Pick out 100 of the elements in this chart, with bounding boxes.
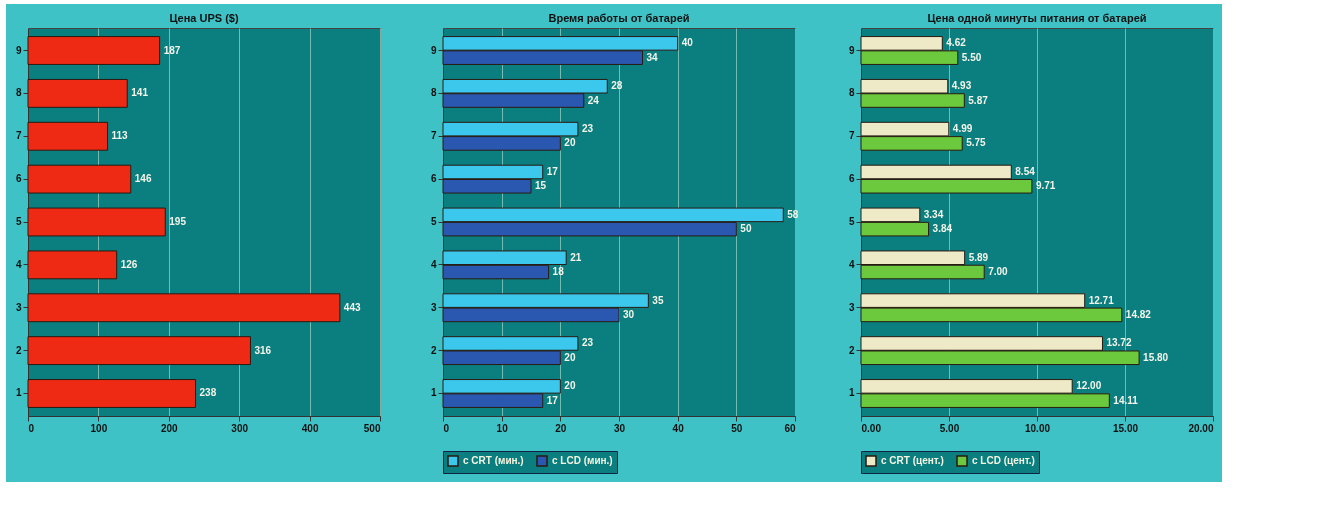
y-tick-label: 8 xyxy=(848,87,855,99)
chart-title: Цена UPS ($) xyxy=(169,12,239,24)
data-label: 9.71 xyxy=(1035,180,1056,192)
x-tick-label: 0.00 xyxy=(861,422,882,434)
y-tick-label: 3 xyxy=(430,301,437,313)
data-label: 126 xyxy=(120,258,138,270)
data-label: 34 xyxy=(646,51,659,63)
data-label: 18 xyxy=(552,266,565,278)
y-tick-label: 4 xyxy=(15,258,22,270)
x-tick-label: 50 xyxy=(731,422,743,434)
x-tick-label: 0 xyxy=(28,422,35,434)
bar xyxy=(27,207,166,237)
data-label: 14.82 xyxy=(1125,308,1152,320)
data-label: 141 xyxy=(131,87,149,99)
data-label: 50 xyxy=(740,223,752,235)
x-tick-label: 200 xyxy=(160,422,179,434)
data-label: 5.89 xyxy=(968,251,989,263)
data-label: 12.71 xyxy=(1088,294,1115,306)
chart-title: Время работы от батарей xyxy=(548,12,690,24)
y-tick-label: 4 xyxy=(848,258,855,270)
data-label: 5.87 xyxy=(968,94,989,106)
y-tick-label: 2 xyxy=(430,344,437,356)
data-label: 3.34 xyxy=(923,208,944,220)
y-tick-label: 9 xyxy=(848,44,855,56)
data-label: 12.00 xyxy=(1076,380,1102,392)
y-tick-label: 7 xyxy=(430,130,437,142)
data-label: 15 xyxy=(535,180,547,192)
y-tick-label: 8 xyxy=(430,87,437,99)
data-label: 14.11 xyxy=(1113,394,1139,406)
data-label: 113 xyxy=(111,130,129,142)
y-tick-label: 9 xyxy=(430,44,437,56)
y-tick-label: 7 xyxy=(15,130,22,142)
x-tick-label: 300 xyxy=(231,422,249,434)
bar xyxy=(27,121,109,151)
bar xyxy=(27,78,128,108)
x-tick-label: 40 xyxy=(672,422,685,434)
y-tick-label: 5 xyxy=(15,216,22,227)
bar xyxy=(27,36,161,65)
y-tick-label: 1 xyxy=(848,387,855,399)
chart-title: Цена одной минуты питания от батарей xyxy=(927,12,1147,24)
legend-label: с CRT (цент.) xyxy=(881,455,944,466)
data-label: 30 xyxy=(623,308,635,320)
data-label: 17 xyxy=(546,394,559,406)
legend-label: с LCD (мин.) xyxy=(552,455,613,466)
y-tick-label: 3 xyxy=(848,301,855,313)
y-tick-label: 4 xyxy=(430,258,437,270)
x-tick-label: 5.00 xyxy=(939,422,960,434)
x-tick-label: 400 xyxy=(301,422,319,434)
x-tick-label: 20 xyxy=(555,422,567,434)
x-tick-label: 500 xyxy=(363,422,381,434)
bar xyxy=(27,336,251,366)
y-tick-label: 2 xyxy=(15,344,22,356)
y-tick-label: 7 xyxy=(848,130,855,142)
y-tick-label: 6 xyxy=(15,173,22,185)
data-label: 21 xyxy=(570,251,582,263)
y-tick-label: 5 xyxy=(430,216,437,227)
legend-label: с LCD (цент.) xyxy=(972,455,1035,466)
bar xyxy=(27,293,341,323)
y-tick-label: 6 xyxy=(430,173,437,185)
data-label: 195 xyxy=(169,216,187,227)
data-label: 40 xyxy=(681,37,694,49)
y-tick-label: 1 xyxy=(430,387,437,399)
x-tick-label: 0 xyxy=(443,422,450,434)
data-label: 8.54 xyxy=(1015,165,1036,177)
bar xyxy=(27,164,132,194)
data-label: 20 xyxy=(564,137,576,149)
x-tick-label: 10.00 xyxy=(1024,422,1051,434)
data-label: 7.00 xyxy=(988,266,1009,278)
y-tick-label: 2 xyxy=(848,344,855,356)
y-tick-label: 5 xyxy=(848,216,855,227)
data-label: 15.80 xyxy=(1143,351,1169,363)
data-label: 4.99 xyxy=(952,123,973,135)
data-label: 146 xyxy=(134,173,152,185)
x-tick-label: 15.00 xyxy=(1112,422,1139,434)
x-tick-label: 60 xyxy=(784,422,796,434)
data-label: 187 xyxy=(163,44,181,56)
legend-label: с CRT (мин.) xyxy=(463,455,524,466)
bar xyxy=(27,250,118,280)
data-label: 4.93 xyxy=(951,80,972,92)
data-label: 20 xyxy=(564,351,576,363)
data-label: 4.62 xyxy=(946,37,967,49)
data-label: 238 xyxy=(199,387,217,399)
data-label: 13.72 xyxy=(1106,337,1132,349)
data-label: 28 xyxy=(611,80,623,92)
data-label: 20 xyxy=(564,380,576,392)
y-tick-label: 3 xyxy=(15,301,22,313)
data-label: 5.50 xyxy=(961,51,982,63)
data-label: 58 xyxy=(787,208,799,220)
data-label: 24 xyxy=(587,94,600,106)
x-tick-label: 10 xyxy=(496,422,509,434)
data-label: 23 xyxy=(581,123,594,135)
data-label: 443 xyxy=(343,301,361,313)
y-tick-label: 6 xyxy=(848,173,855,185)
data-label: 17 xyxy=(546,165,559,177)
data-label: 35 xyxy=(652,294,664,306)
y-tick-label: 1 xyxy=(15,387,22,399)
y-tick-label: 9 xyxy=(15,44,22,56)
data-label: 23 xyxy=(581,337,594,349)
bar xyxy=(27,379,197,408)
data-label: 5.75 xyxy=(966,137,987,149)
